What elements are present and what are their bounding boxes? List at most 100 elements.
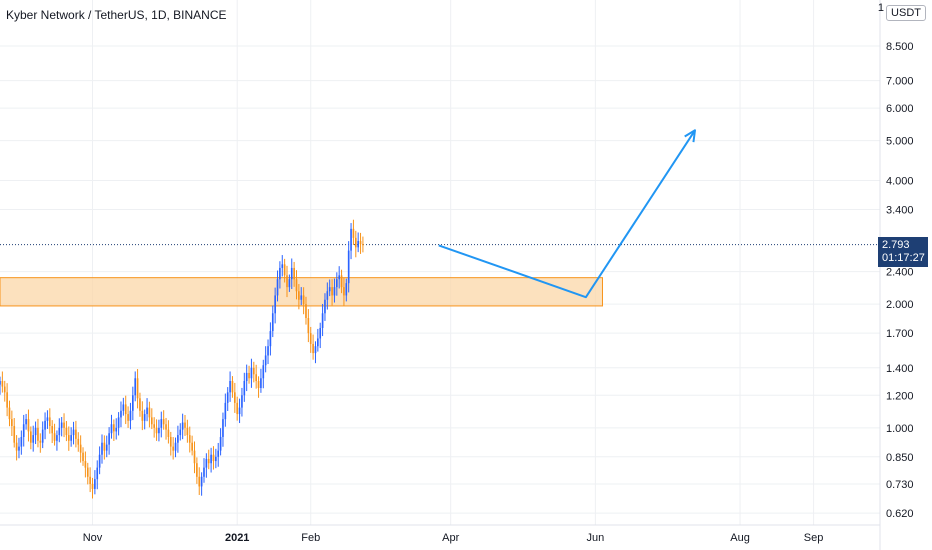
candle-body xyxy=(105,444,108,451)
candle-body xyxy=(94,479,96,489)
candle-body xyxy=(231,381,234,393)
candle-body xyxy=(39,440,42,443)
currency-button[interactable]: USDT xyxy=(886,5,926,21)
candle-body xyxy=(1,381,4,387)
candle-body xyxy=(177,435,179,443)
candle-body xyxy=(27,419,30,432)
candle-body xyxy=(352,228,355,238)
candle-body xyxy=(298,291,300,300)
candle-body xyxy=(11,419,13,427)
candle-body xyxy=(290,267,293,280)
candle-body xyxy=(248,372,250,379)
candle-body xyxy=(300,295,303,300)
candle-body xyxy=(91,483,94,489)
price-tick-label: 1.000 xyxy=(886,423,914,435)
candle-body xyxy=(212,454,215,462)
candle-body xyxy=(37,427,39,441)
candle-body xyxy=(260,378,262,389)
candle-body xyxy=(13,426,16,443)
candle-body xyxy=(317,338,319,347)
candle-body xyxy=(3,386,6,393)
candle-body xyxy=(25,419,27,425)
candle-body xyxy=(77,438,80,445)
chart-title: Kyber Network / TetherUS, 1D, BINANCE xyxy=(6,8,227,22)
candle-body xyxy=(134,378,137,396)
price-axis[interactable]: 0.620 0.730 0.850 1.000 1.200 1.400 1.700 2.000… xyxy=(886,41,914,520)
candle-body xyxy=(51,426,54,434)
candle-body xyxy=(219,436,222,451)
price-tick-label: 0.850 xyxy=(886,452,914,464)
candle-body xyxy=(34,427,37,436)
candle-body xyxy=(354,237,357,248)
candle-body xyxy=(241,395,243,408)
candle-body xyxy=(238,407,241,415)
chart-grid xyxy=(0,0,880,525)
price-tick-label: 5.000 xyxy=(886,136,914,148)
candle-body xyxy=(143,414,146,421)
candle-body xyxy=(326,291,329,300)
price-tick-label: 0.730 xyxy=(886,479,914,491)
candle-body xyxy=(44,420,46,430)
candle-body xyxy=(283,264,286,276)
candle-body xyxy=(60,422,63,428)
candle-body xyxy=(89,476,91,484)
candle-body xyxy=(124,404,127,415)
candle-body xyxy=(193,450,196,464)
candle-body xyxy=(98,454,101,468)
price-tick-label: 0.620 xyxy=(886,508,914,520)
candle-body xyxy=(338,275,341,280)
candle-body xyxy=(117,417,120,428)
candle-body xyxy=(321,313,324,328)
projection-arrow[interactable] xyxy=(438,129,696,299)
candle-body xyxy=(279,267,281,280)
candle-body xyxy=(110,424,113,434)
candle-body xyxy=(357,240,359,248)
price-tick-label: 3.400 xyxy=(886,204,914,216)
candle-body xyxy=(203,467,205,477)
candle-body xyxy=(343,287,345,296)
candle-body xyxy=(184,422,186,428)
candle-body xyxy=(0,381,1,385)
candle-body xyxy=(20,436,23,447)
candle-body xyxy=(191,442,193,451)
candle-body xyxy=(286,275,288,288)
candle-body xyxy=(179,429,182,436)
price-tick-label: 1.700 xyxy=(886,328,914,340)
candle-body xyxy=(41,429,44,443)
candle-body xyxy=(160,419,163,428)
candle-body xyxy=(53,433,56,441)
candle-body xyxy=(295,279,298,292)
candle-body xyxy=(269,331,272,347)
time-tick-label: Aug xyxy=(730,532,750,544)
candle-body xyxy=(139,398,141,411)
candle-body xyxy=(56,435,58,441)
candle-body xyxy=(196,463,198,477)
candle-body xyxy=(262,365,265,379)
candle-body xyxy=(319,327,322,339)
candle-body xyxy=(86,467,89,477)
bar-countdown: 01:17:27 xyxy=(882,251,925,264)
candle-body xyxy=(333,287,336,296)
candle-body xyxy=(222,419,224,437)
time-tick-label: Nov xyxy=(83,532,103,544)
time-axis[interactable]: Nov 2021 Feb Apr Jun Aug Sep xyxy=(83,532,824,544)
price-tick-label: 2.400 xyxy=(886,267,914,279)
candle-body xyxy=(264,355,267,366)
candle-body xyxy=(188,435,191,443)
candle-body xyxy=(32,435,35,443)
candle-body xyxy=(186,427,189,436)
candle-body xyxy=(18,446,20,451)
candle-body xyxy=(65,427,68,436)
candle-body xyxy=(103,442,106,451)
time-tick-label: Sep xyxy=(804,532,824,544)
candle-body xyxy=(359,240,362,245)
candle-body xyxy=(113,424,115,432)
candle-body xyxy=(205,458,208,468)
candle-body xyxy=(245,372,248,382)
candle-body xyxy=(210,454,212,464)
candle-body xyxy=(226,392,229,403)
candle-body xyxy=(129,410,132,421)
price-tick-label: 4.000 xyxy=(886,175,914,187)
candle-body xyxy=(309,333,312,344)
